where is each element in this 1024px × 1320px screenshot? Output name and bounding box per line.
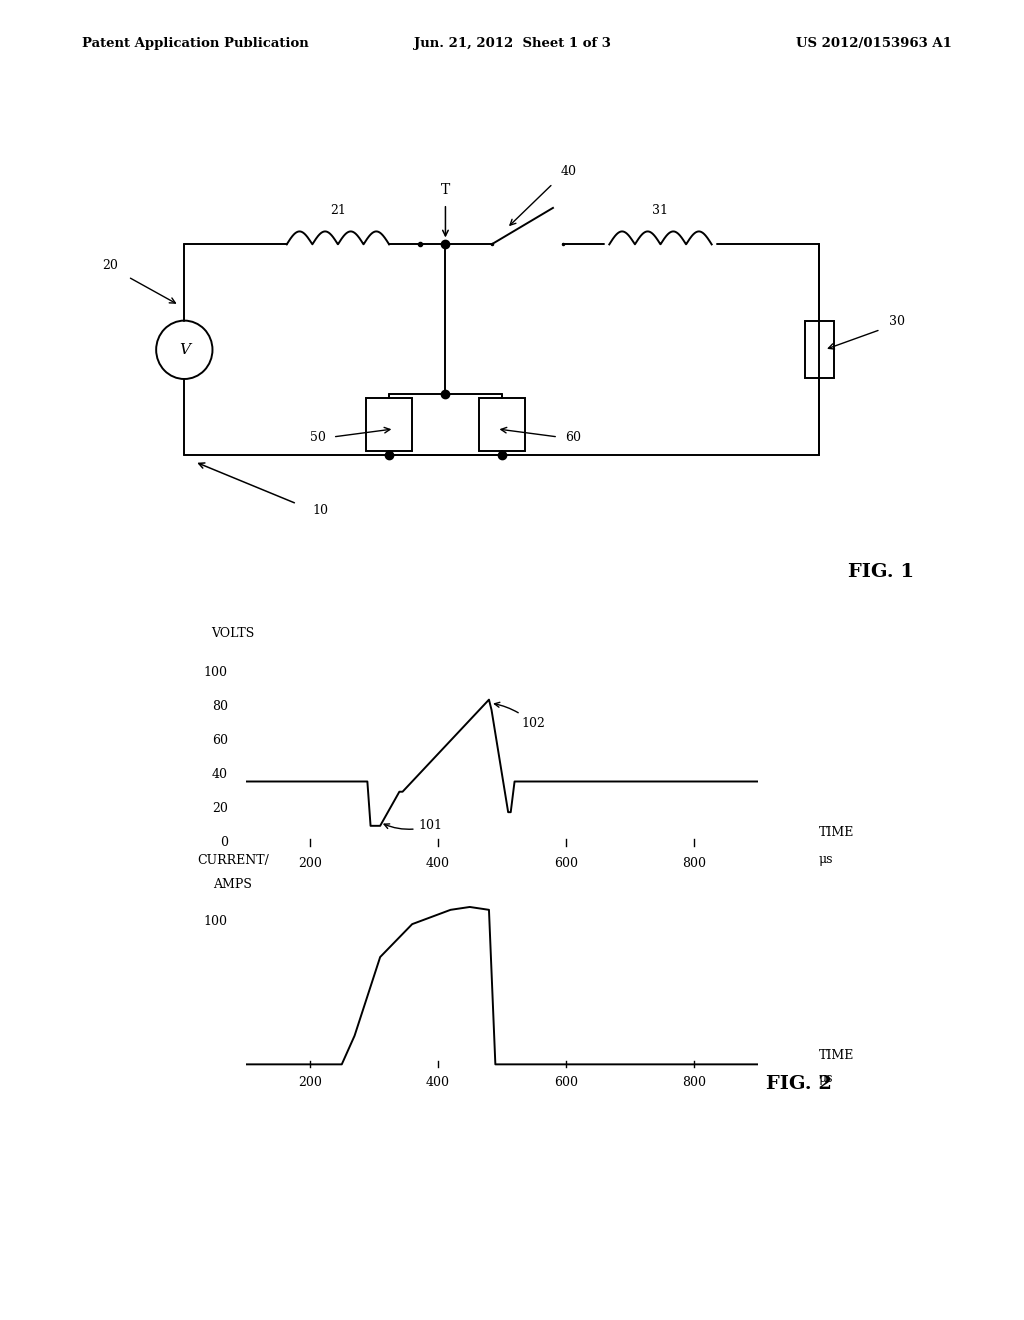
Text: 100: 100 <box>204 665 227 678</box>
Text: 102: 102 <box>495 702 545 730</box>
Text: 0: 0 <box>220 837 227 849</box>
Text: 40: 40 <box>212 768 227 781</box>
Text: 600: 600 <box>554 857 578 870</box>
Text: V: V <box>179 343 189 356</box>
Text: 200: 200 <box>298 1076 322 1089</box>
Text: US 2012/0153963 A1: US 2012/0153963 A1 <box>797 37 952 50</box>
Text: 80: 80 <box>212 700 227 713</box>
Text: CURRENT/: CURRENT/ <box>197 854 269 867</box>
Text: Jun. 21, 2012  Sheet 1 of 3: Jun. 21, 2012 Sheet 1 of 3 <box>414 37 610 50</box>
Text: 10: 10 <box>312 504 329 516</box>
Text: 31: 31 <box>652 203 669 216</box>
Text: μs: μs <box>818 854 834 866</box>
Text: 20: 20 <box>212 803 227 816</box>
Text: 400: 400 <box>426 857 450 870</box>
Text: VOLTS: VOLTS <box>211 627 255 640</box>
Text: 200: 200 <box>298 857 322 870</box>
Text: 30: 30 <box>889 315 905 329</box>
Text: 100: 100 <box>204 915 227 928</box>
Text: 60: 60 <box>212 734 227 747</box>
Text: 600: 600 <box>554 1076 578 1089</box>
Text: FIG. 1: FIG. 1 <box>848 562 913 581</box>
Text: 21: 21 <box>330 203 346 216</box>
Bar <box>805 322 834 379</box>
Text: TIME: TIME <box>818 826 854 840</box>
Text: FIG. 2: FIG. 2 <box>766 1074 831 1093</box>
Bar <box>367 399 412 451</box>
Text: Patent Application Publication: Patent Application Publication <box>82 37 308 50</box>
Text: 60: 60 <box>565 432 582 444</box>
Text: T: T <box>440 183 451 197</box>
Text: 800: 800 <box>682 1076 706 1089</box>
Text: 400: 400 <box>426 1076 450 1089</box>
Text: AMPS: AMPS <box>214 878 252 891</box>
Text: TIME: TIME <box>818 1049 854 1063</box>
Text: 800: 800 <box>682 857 706 870</box>
Text: 50: 50 <box>309 432 326 444</box>
Text: 40: 40 <box>560 165 577 178</box>
Text: 101: 101 <box>384 820 442 832</box>
Text: 20: 20 <box>102 259 119 272</box>
Bar <box>479 399 525 451</box>
Text: μs: μs <box>818 1072 834 1085</box>
